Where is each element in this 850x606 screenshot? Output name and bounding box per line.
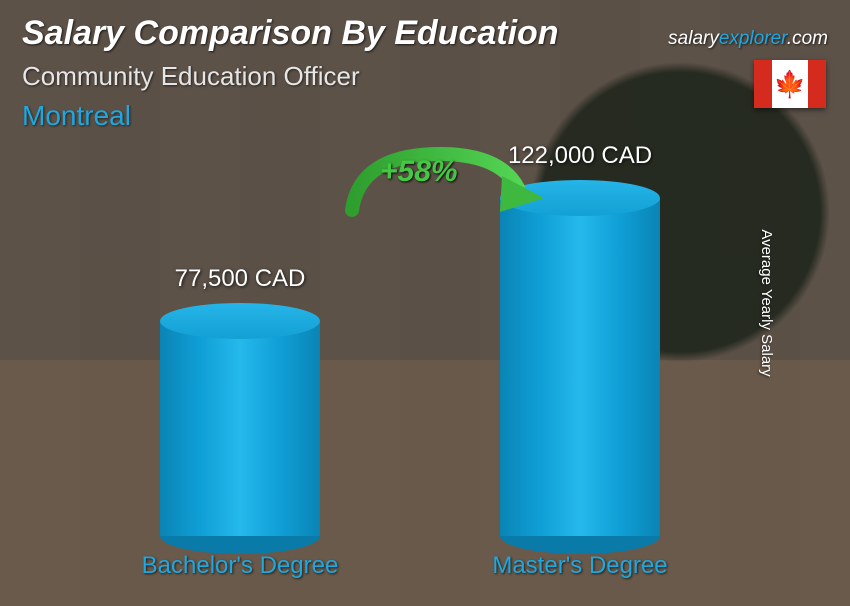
bar-front [160,321,320,536]
flag-band-center: 🍁 [772,60,808,108]
brand-logo-text: salaryexplorer.com [668,28,828,50]
country-flag-canada: 🍁 [754,60,826,108]
chart-location: Montreal [22,100,828,132]
brand-tld: .com [787,28,828,49]
bar-1: 122,000 CADMaster's Degree [500,198,660,536]
bar-0: 77,500 CADBachelor's Degree [160,321,320,536]
bar-front [500,198,660,536]
bar-top-ellipse [160,303,320,339]
brand-prefix: salary [668,28,719,49]
brand-suffix: explorer [719,28,787,49]
flag-band-right [808,60,826,108]
increase-percentage: +58% [380,155,458,189]
bar-chart-area: +58% 77,500 CADBachelor's Degree 122,000 … [100,150,750,576]
bar-category-label: Master's Degree [492,552,667,580]
increase-arrow: +58% [330,140,550,235]
maple-leaf-icon: 🍁 [774,71,806,97]
bar-value-label: 77,500 CAD [175,265,306,293]
bar-body: 122,000 CAD [500,198,660,536]
chart-subtitle: Community Education Officer [22,61,828,92]
bar-category-label: Bachelor's Degree [142,552,339,580]
y-axis-label: Average Yearly Salary [758,229,775,376]
bar-body: 77,500 CAD [160,321,320,536]
flag-band-left [754,60,772,108]
